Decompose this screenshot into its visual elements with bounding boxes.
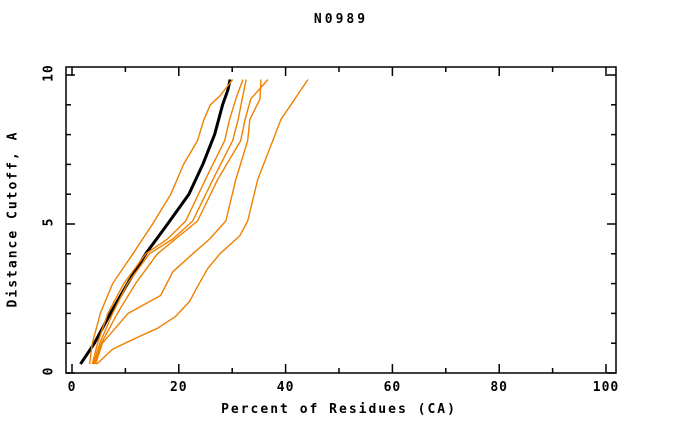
x-tick-label: 0: [67, 380, 77, 395]
curve-black-bold-model: [79, 79, 232, 365]
curve-orange-model-3: [92, 79, 247, 365]
plot-frame: [65, 66, 617, 374]
x-tick-label: 60: [383, 380, 402, 395]
chart-title: N0989: [313, 12, 369, 27]
y-tick-label: 5: [41, 217, 57, 227]
curve-orange-model-2: [91, 79, 244, 365]
curve-orange-model-5: [94, 79, 262, 365]
y-tick-label: 10: [41, 64, 57, 82]
x-tick-label: 20: [169, 380, 188, 395]
curve-orange-model-4: [93, 79, 269, 365]
curve-orange-model-1: [88, 79, 234, 365]
x-tick-label: 40: [276, 380, 295, 395]
curve-orange-model-6: [96, 79, 309, 365]
x-axis-label: Percent of Residues (CA): [221, 402, 457, 417]
x-tick-label: 100: [592, 380, 620, 395]
y-tick-label: 0: [41, 366, 57, 376]
x-tick-label: 80: [490, 380, 509, 395]
